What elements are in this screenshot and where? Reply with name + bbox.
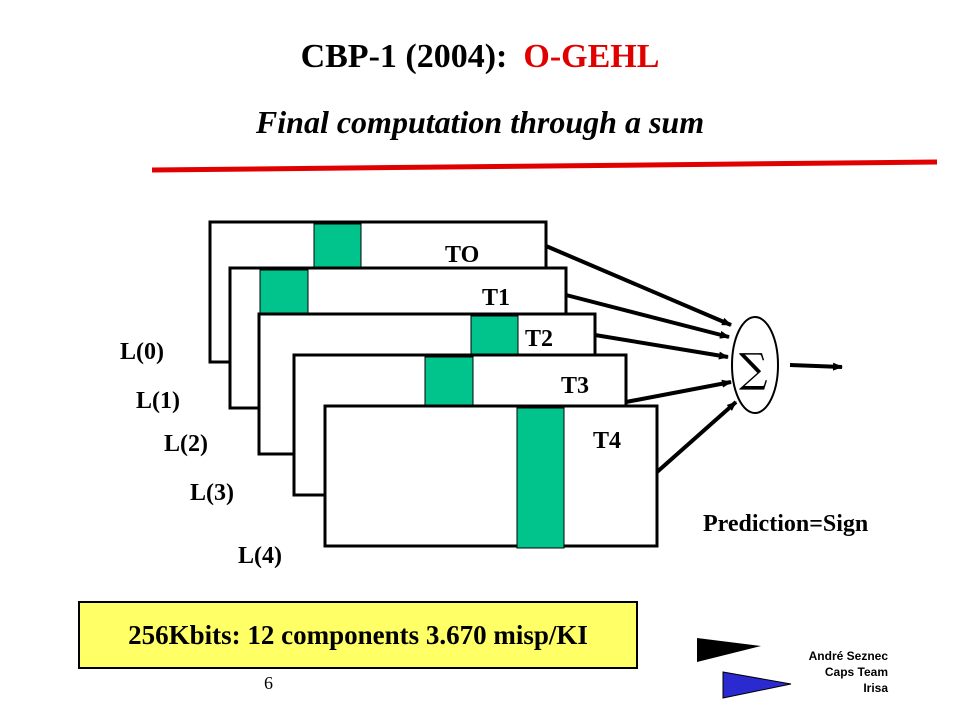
table-t0-label: TO xyxy=(445,242,479,268)
author-institution: Irisa xyxy=(863,681,888,695)
table-t0-column xyxy=(313,223,362,270)
history-length-l1: L(1) xyxy=(136,388,180,414)
history-length-l2: L(2) xyxy=(164,431,208,457)
page-number: 6 xyxy=(264,673,273,693)
arrow-t3-to-adder xyxy=(625,379,732,404)
table-t4: T4 xyxy=(323,404,659,549)
adder-node xyxy=(731,316,779,414)
prediction-label: Prediction=Sign xyxy=(703,511,868,537)
author-team: Caps Team xyxy=(824,665,888,679)
author-block: André Seznec Caps Team Irisa xyxy=(809,648,888,696)
table-t3-column xyxy=(424,356,474,406)
history-length-l4: L(4) xyxy=(238,543,282,569)
summary-box: 256Kbits: 12 components 3.670 misp/KI xyxy=(78,601,638,669)
table-t1-label: T1 xyxy=(482,285,510,311)
arrow-t0-to-adder xyxy=(545,244,732,327)
table-t3-label: T3 xyxy=(561,373,589,399)
sigma-icon: ∑ xyxy=(739,346,768,392)
arrow-t1-to-adder xyxy=(565,293,730,339)
slide-title-accent: O-GEHL xyxy=(523,38,660,75)
arrow-t2-to-adder xyxy=(594,333,729,360)
table-t4-label: T4 xyxy=(593,428,621,454)
table-t1-column xyxy=(259,269,309,316)
history-length-l0: L(0) xyxy=(120,339,164,365)
author-name: André Seznec xyxy=(808,649,888,663)
arrow-output xyxy=(789,362,843,371)
irisa-pennant-logo-icon xyxy=(697,638,792,699)
history-length-l3: L(3) xyxy=(190,480,234,506)
arrow-t4-to-adder xyxy=(655,400,738,474)
slide-subtitle: Final computation through a sum xyxy=(255,104,705,140)
summary-text: 256Kbits: 12 components 3.670 misp/KI xyxy=(128,619,588,650)
table-t4-column xyxy=(516,407,565,549)
table-t2-label: T2 xyxy=(525,326,553,352)
table-t2-column xyxy=(470,315,519,357)
slide-title: CBP-1 (2004): O-GEHL xyxy=(0,38,960,76)
slide-title-prefix: CBP-1 (2004): xyxy=(300,38,508,75)
